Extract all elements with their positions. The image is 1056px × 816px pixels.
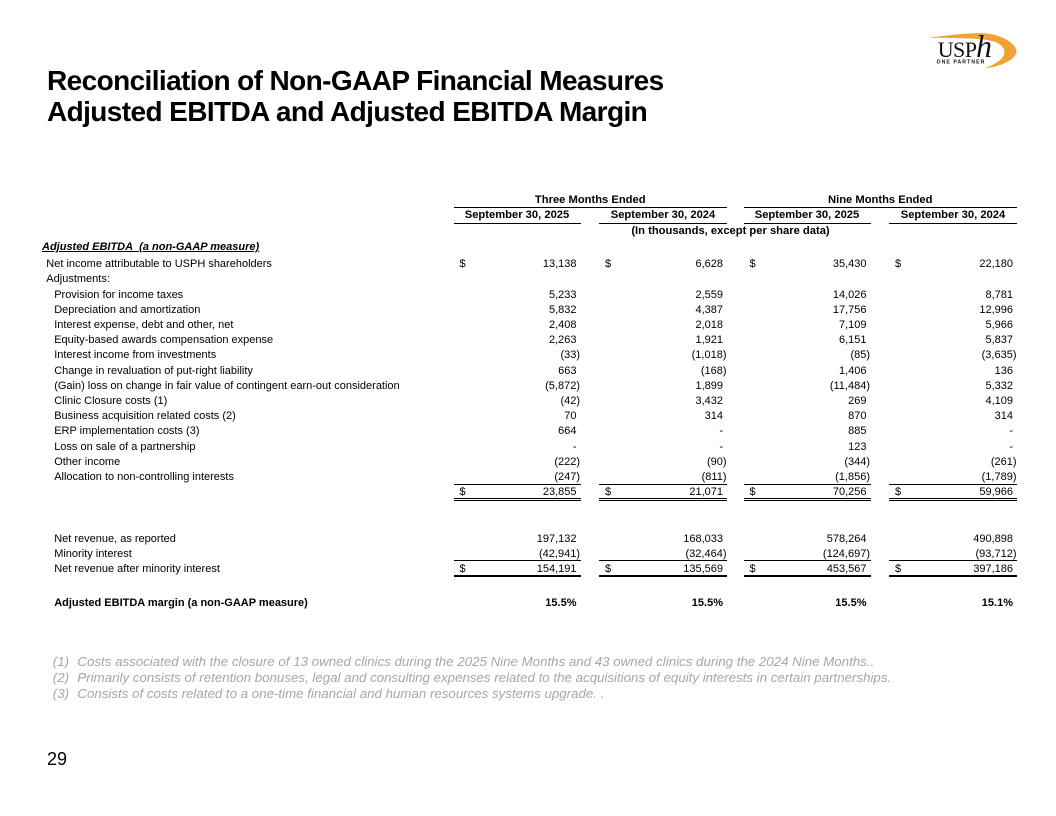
svg-text:ONE PARTNER: ONE PARTNER xyxy=(937,59,986,65)
svg-text:USP: USP xyxy=(938,37,977,62)
svg-text:h: h xyxy=(976,28,992,64)
